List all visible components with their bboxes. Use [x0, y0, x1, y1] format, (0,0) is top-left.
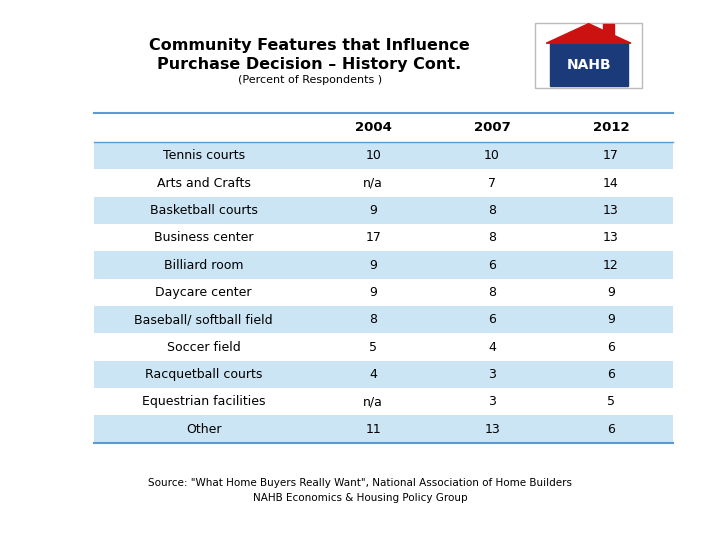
- Text: 6: 6: [488, 313, 496, 326]
- Text: 7: 7: [488, 177, 496, 190]
- Text: Daycare center: Daycare center: [156, 286, 252, 299]
- Text: n/a: n/a: [364, 177, 383, 190]
- Text: Billiard room: Billiard room: [164, 259, 243, 272]
- Text: Tennis courts: Tennis courts: [163, 149, 245, 162]
- Text: n/a: n/a: [364, 395, 383, 408]
- Bar: [94, 361, 673, 388]
- Text: 10: 10: [365, 149, 381, 162]
- Text: Arts and Crafts: Arts and Crafts: [157, 177, 251, 190]
- Bar: [94, 252, 673, 279]
- Text: NAHB Economics & Housing Policy Group: NAHB Economics & Housing Policy Group: [253, 494, 467, 503]
- Bar: [94, 415, 673, 443]
- Text: 6: 6: [607, 341, 615, 354]
- Bar: [94, 279, 673, 306]
- Text: 13: 13: [485, 423, 500, 436]
- Text: 8: 8: [488, 231, 496, 244]
- Text: 9: 9: [369, 259, 377, 272]
- Text: 14: 14: [603, 177, 618, 190]
- Text: 4: 4: [488, 341, 496, 354]
- Text: 6: 6: [607, 423, 615, 436]
- Text: 9: 9: [369, 286, 377, 299]
- Bar: [94, 197, 673, 224]
- Text: 5: 5: [607, 395, 615, 408]
- Text: Business center: Business center: [154, 231, 253, 244]
- Text: 2007: 2007: [474, 122, 510, 134]
- Text: 6: 6: [488, 259, 496, 272]
- Text: 8: 8: [488, 204, 496, 217]
- Text: 6: 6: [607, 368, 615, 381]
- Text: 8: 8: [369, 313, 377, 326]
- Bar: [94, 224, 673, 252]
- Text: Purchase Decision – History Cont.: Purchase Decision – History Cont.: [158, 57, 462, 72]
- Text: Racquetball courts: Racquetball courts: [145, 368, 262, 381]
- Text: 2004: 2004: [355, 122, 392, 134]
- Text: Other: Other: [186, 423, 222, 436]
- Text: 4: 4: [369, 368, 377, 381]
- Text: 17: 17: [603, 149, 618, 162]
- Text: 9: 9: [369, 204, 377, 217]
- Text: Source: "What Home Buyers Really Want", National Association of Home Builders: Source: "What Home Buyers Really Want", …: [148, 478, 572, 488]
- Text: 12: 12: [603, 259, 618, 272]
- Polygon shape: [546, 24, 631, 43]
- Text: Baseball/ softball field: Baseball/ softball field: [135, 313, 273, 326]
- Text: 11: 11: [365, 423, 381, 436]
- Text: 2012: 2012: [593, 122, 629, 134]
- Text: 13: 13: [603, 204, 618, 217]
- Text: 3: 3: [488, 368, 496, 381]
- Polygon shape: [549, 42, 628, 86]
- Text: 5: 5: [369, 341, 377, 354]
- Text: 9: 9: [607, 313, 615, 326]
- Text: Equestrian facilities: Equestrian facilities: [142, 395, 266, 408]
- Text: 10: 10: [484, 149, 500, 162]
- Text: 3: 3: [488, 395, 496, 408]
- Text: 9: 9: [607, 286, 615, 299]
- Bar: [94, 306, 673, 333]
- Text: NAHB: NAHB: [567, 58, 611, 72]
- Bar: [94, 142, 673, 170]
- Bar: [94, 388, 673, 415]
- Text: Community Features that Influence: Community Features that Influence: [149, 38, 470, 53]
- Text: 13: 13: [603, 231, 618, 244]
- Text: Soccer field: Soccer field: [167, 341, 240, 354]
- Text: 8: 8: [488, 286, 496, 299]
- Bar: [94, 170, 673, 197]
- Text: (Percent of Respondents ): (Percent of Respondents ): [238, 75, 382, 85]
- Polygon shape: [603, 24, 614, 38]
- Text: 17: 17: [365, 231, 381, 244]
- FancyBboxPatch shape: [535, 23, 642, 87]
- Bar: [94, 333, 673, 361]
- Text: Basketball courts: Basketball courts: [150, 204, 258, 217]
